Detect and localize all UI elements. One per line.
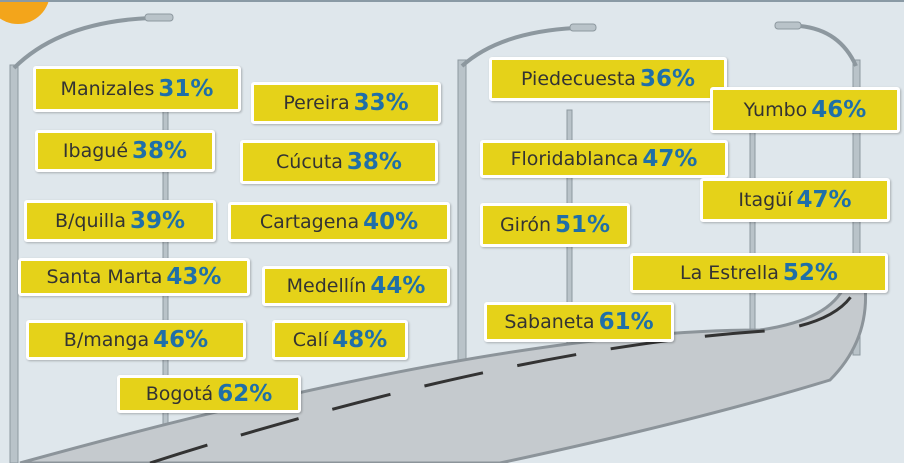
percentage: 62% xyxy=(217,381,272,407)
city-name: Manizales xyxy=(61,78,155,100)
city-name: Santa Marta xyxy=(47,266,163,288)
city-name: La Estrella xyxy=(680,262,779,284)
percentage: 33% xyxy=(354,90,409,116)
city-name: B/manga xyxy=(64,329,149,351)
percentage: 46% xyxy=(811,97,866,123)
percentage: 38% xyxy=(347,149,402,175)
percentage: 39% xyxy=(130,208,185,234)
city-name: Itagüí xyxy=(738,189,792,211)
percentage: 38% xyxy=(132,138,187,164)
percentage: 40% xyxy=(363,209,418,235)
infographic: Manizales31%Pereira33%Ibagué38%Cúcuta38%… xyxy=(0,0,904,463)
city-name: Girón xyxy=(500,214,551,236)
city-name: Cúcuta xyxy=(276,151,343,173)
city-name: Floridablanca xyxy=(511,148,639,170)
city-name: Sabaneta xyxy=(504,311,594,333)
city-name: Cartagena xyxy=(260,211,359,233)
percentage: 52% xyxy=(783,260,838,286)
percentage: 47% xyxy=(642,146,697,172)
city-name: Pereira xyxy=(283,92,349,114)
road xyxy=(20,285,866,463)
city-name: Calí xyxy=(293,329,328,351)
city-name: Yumbo xyxy=(744,99,808,121)
city-name: B/quilla xyxy=(55,210,126,232)
percentage: 48% xyxy=(332,327,387,353)
corner-badge xyxy=(0,0,50,24)
city-name: Ibagué xyxy=(63,140,128,162)
city-name: Medellín xyxy=(287,275,367,297)
percentage: 51% xyxy=(555,212,610,238)
percentage: 31% xyxy=(158,76,213,102)
city-name: Piedecuesta xyxy=(521,68,636,90)
percentage: 47% xyxy=(797,187,852,213)
percentage: 61% xyxy=(599,309,654,335)
percentage: 44% xyxy=(370,273,425,299)
percentage: 46% xyxy=(153,327,208,353)
frame xyxy=(0,0,904,2)
percentage: 43% xyxy=(166,264,221,290)
city-name: Bogotá xyxy=(146,383,213,405)
percentage: 36% xyxy=(640,66,695,92)
